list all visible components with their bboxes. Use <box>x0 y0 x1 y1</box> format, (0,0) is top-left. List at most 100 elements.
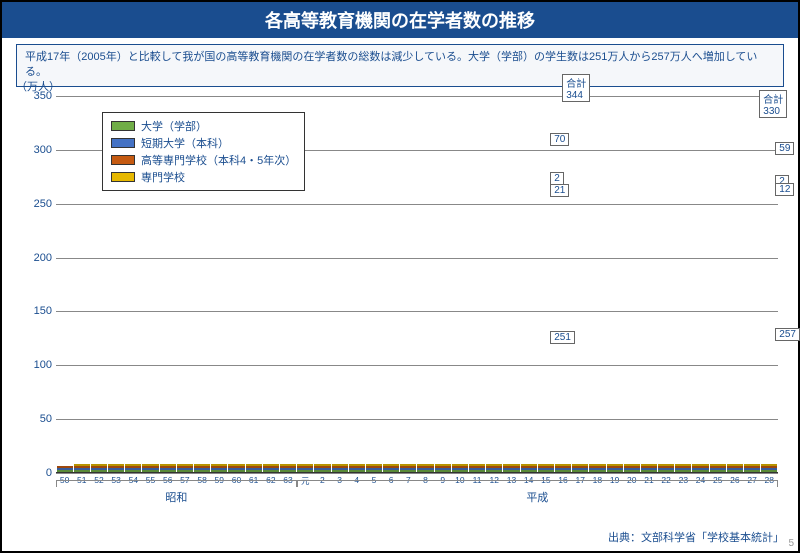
bar-column <box>761 464 777 472</box>
y-tick-label: 250 <box>22 198 52 210</box>
bar-segment <box>675 470 691 472</box>
bar-segment <box>91 470 107 472</box>
gridline <box>56 473 778 474</box>
gridline <box>56 311 778 312</box>
annotation-label: 2 <box>550 172 564 185</box>
bar-column <box>658 464 674 472</box>
annotation-label: 59 <box>775 142 794 155</box>
legend-label: 短期大学（本科） <box>141 135 229 151</box>
bar-column <box>452 464 468 472</box>
bar-column <box>710 464 726 472</box>
bar-column <box>641 464 657 472</box>
bar-column <box>332 464 348 472</box>
bar-segment <box>228 470 244 472</box>
bar-segment <box>246 470 262 472</box>
bar-segment <box>417 470 433 472</box>
bar-column <box>417 464 433 472</box>
bar-segment <box>332 470 348 472</box>
bar-column <box>675 464 691 472</box>
legend-swatch <box>111 138 135 148</box>
bar-segment <box>400 470 416 472</box>
bar-column <box>555 464 571 472</box>
bar-column <box>366 464 382 472</box>
bar-segment <box>125 470 141 472</box>
era-row: 昭和平成 <box>56 480 778 505</box>
bar-column <box>91 464 107 472</box>
bar-segment <box>538 470 554 472</box>
bar-column <box>74 464 90 472</box>
bar-column <box>503 464 519 472</box>
bar-column <box>349 464 365 472</box>
y-tick-label: 50 <box>22 413 52 425</box>
annotation-label: 12 <box>775 183 794 196</box>
legend-item: 短期大学（本科） <box>111 135 296 151</box>
bar-column <box>297 464 313 472</box>
bar-column <box>246 464 262 472</box>
bar-segment <box>692 470 708 472</box>
bar-column <box>538 464 554 472</box>
bar-column <box>692 464 708 472</box>
legend-label: 専門学校 <box>141 169 185 185</box>
bar-column <box>607 464 623 472</box>
bar-segment <box>486 470 502 472</box>
bar-segment <box>727 470 743 472</box>
bar-column <box>572 464 588 472</box>
bar-segment <box>589 470 605 472</box>
bar-segment <box>108 470 124 472</box>
chart-container: （万人） 大学（学部）短期大学（本科）高等専門学校（本科4・5年次）専門学校 5… <box>16 84 784 523</box>
legend-item: 高等専門学校（本科4・5年次） <box>111 152 296 168</box>
bar-segment <box>280 470 296 472</box>
annotation-label: 257 <box>775 328 800 341</box>
legend-swatch <box>111 155 135 165</box>
bar-segment <box>160 470 176 472</box>
bar-segment <box>572 470 588 472</box>
bar-segment <box>658 470 674 472</box>
legend-swatch <box>111 121 135 131</box>
bar-column <box>177 464 193 472</box>
era-label: 平成 <box>297 480 778 505</box>
bar-segment <box>383 470 399 472</box>
legend-label: 大学（学部） <box>141 118 207 134</box>
bar-segment <box>435 470 451 472</box>
bar-column <box>521 464 537 472</box>
y-tick-label: 300 <box>22 144 52 156</box>
bar-column <box>108 464 124 472</box>
gridline <box>56 365 778 366</box>
bar-column <box>383 464 399 472</box>
plot-area: 大学（学部）短期大学（本科）高等専門学校（本科4・5年次）専門学校 505152… <box>56 96 778 473</box>
bar-column <box>125 464 141 472</box>
bar-column <box>211 464 227 472</box>
legend-label: 高等専門学校（本科4・5年次） <box>141 152 296 168</box>
bar-column <box>624 464 640 472</box>
legend-swatch <box>111 172 135 182</box>
bar-column <box>435 464 451 472</box>
bar-segment <box>710 470 726 472</box>
bar-column <box>263 464 279 472</box>
bar-column <box>744 464 760 472</box>
legend: 大学（学部）短期大学（本科）高等専門学校（本科4・5年次）専門学校 <box>102 112 305 191</box>
bar-segment <box>194 470 210 472</box>
bar-segment <box>555 470 571 472</box>
legend-item: 専門学校 <box>111 169 296 185</box>
bar-segment <box>607 470 623 472</box>
subtitle-text: 平成17年（2005年）と比較して我が国の高等教育機関の在学者数の総数は減少して… <box>16 44 784 87</box>
annotation-label: 70 <box>550 133 569 146</box>
bar-column <box>727 464 743 472</box>
legend-item: 大学（学部） <box>111 118 296 134</box>
bar-column <box>57 466 73 472</box>
bar-column <box>400 464 416 472</box>
bar-column <box>589 464 605 472</box>
annotation-label: 21 <box>550 184 569 197</box>
bar-segment <box>744 470 760 472</box>
bar-segment <box>142 470 158 472</box>
bar-segment <box>211 470 227 472</box>
y-tick-label: 100 <box>22 359 52 371</box>
bar-segment <box>624 470 640 472</box>
bar-segment <box>469 470 485 472</box>
era-label: 昭和 <box>56 480 297 505</box>
bar-segment <box>503 470 519 472</box>
bar-segment <box>297 470 313 472</box>
bar-segment <box>761 470 777 472</box>
bar-segment <box>263 470 279 472</box>
bar-segment <box>57 470 73 472</box>
